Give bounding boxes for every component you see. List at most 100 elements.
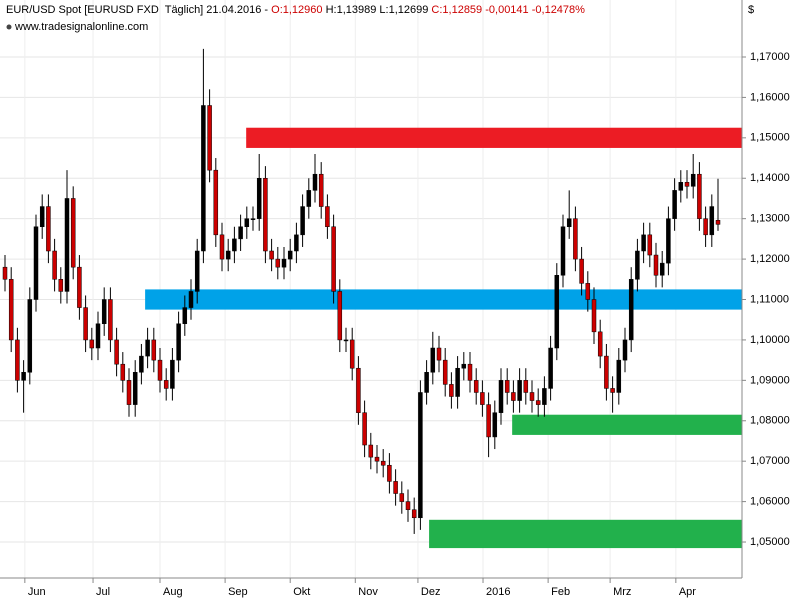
candle-body bbox=[573, 218, 578, 260]
source: www.tradesignalonline.com bbox=[14, 21, 148, 33]
candle-body bbox=[473, 380, 479, 393]
candle-body bbox=[604, 355, 609, 389]
candle-body bbox=[300, 206, 305, 236]
candle-body bbox=[635, 250, 640, 280]
source-icon bbox=[6, 24, 12, 30]
candle-body bbox=[207, 105, 212, 171]
candle-body bbox=[424, 372, 429, 393]
candle-body bbox=[362, 412, 367, 446]
candle-body bbox=[653, 254, 659, 276]
candle-body bbox=[628, 279, 634, 341]
candle-body bbox=[182, 307, 188, 325]
x-tick-label: Aug bbox=[163, 586, 183, 598]
candle-body bbox=[498, 380, 504, 413]
candle-body bbox=[703, 218, 708, 236]
candle-body bbox=[337, 291, 343, 341]
candle-body bbox=[132, 372, 138, 405]
candle-body bbox=[548, 347, 553, 389]
candle-body bbox=[294, 234, 299, 252]
candle-body bbox=[58, 279, 64, 292]
candle-body bbox=[492, 412, 498, 438]
candle-body bbox=[461, 363, 467, 369]
candle-body bbox=[349, 339, 355, 369]
currency: $ bbox=[748, 4, 754, 16]
candle-body bbox=[2, 266, 8, 280]
candle-body bbox=[368, 444, 374, 458]
candle-body bbox=[511, 392, 516, 401]
candle-body bbox=[331, 226, 336, 292]
x-tick-label: Jul bbox=[96, 586, 110, 598]
candle-body bbox=[287, 250, 293, 260]
y-tick-label: 1,12000 bbox=[750, 253, 790, 265]
candle-body bbox=[39, 206, 45, 228]
candle-body bbox=[21, 372, 26, 381]
y-tick-label: 1,08000 bbox=[750, 415, 790, 427]
candle-body bbox=[566, 218, 572, 228]
candle-body bbox=[318, 173, 324, 207]
price-zone bbox=[512, 414, 742, 435]
candle-body bbox=[157, 359, 163, 381]
y-tick-label: 1,17000 bbox=[750, 51, 790, 63]
candle-body bbox=[455, 367, 460, 397]
y-tick-label: 1,11000 bbox=[750, 293, 789, 305]
y-tick-label: 1,14000 bbox=[750, 172, 790, 184]
candle-body bbox=[411, 509, 417, 519]
candle-body bbox=[647, 234, 653, 256]
candle-body bbox=[256, 178, 262, 219]
x-tick-label: Okt bbox=[293, 586, 310, 598]
candle-body bbox=[213, 169, 219, 236]
y-tick-label: 1,05000 bbox=[750, 536, 790, 548]
price-zone bbox=[246, 127, 742, 148]
candle-body bbox=[64, 198, 70, 292]
candle-body bbox=[449, 384, 454, 397]
candle-body bbox=[486, 404, 491, 438]
candle-body bbox=[325, 206, 330, 228]
candle-body bbox=[83, 307, 88, 341]
candle-body bbox=[95, 323, 101, 349]
candle-body bbox=[641, 234, 646, 252]
candle-body bbox=[275, 258, 281, 268]
candle-body bbox=[77, 266, 82, 308]
candle-body bbox=[504, 380, 510, 393]
candle-body bbox=[579, 258, 584, 284]
quote-open: O:1,12960 bbox=[271, 4, 322, 16]
candle-body bbox=[616, 359, 622, 393]
candle-body bbox=[219, 234, 225, 260]
candle-body bbox=[480, 392, 485, 405]
candle-body bbox=[672, 190, 677, 219]
candle-body bbox=[374, 456, 380, 462]
candle-body bbox=[281, 258, 287, 268]
candle-body bbox=[709, 206, 715, 236]
candle-body bbox=[591, 299, 597, 333]
candle-body bbox=[27, 299, 33, 373]
candle-body bbox=[399, 493, 405, 502]
candle-body bbox=[666, 218, 671, 264]
y-tick-label: 1,09000 bbox=[750, 374, 790, 386]
x-tick-label: Nov bbox=[358, 586, 378, 598]
candle-body bbox=[442, 359, 448, 385]
candle-body bbox=[405, 501, 411, 510]
y-tick-label: 1,10000 bbox=[750, 334, 790, 346]
candle-body bbox=[8, 279, 14, 341]
candle-body bbox=[163, 380, 169, 389]
price-zone bbox=[429, 519, 742, 549]
candle-body bbox=[201, 105, 206, 252]
chart-title: EUR/USD Spot [EURUSD FXD Täglich] 21.04.… bbox=[6, 4, 585, 16]
candle-body bbox=[393, 481, 398, 494]
quote-high: H:1,13989 bbox=[326, 4, 377, 16]
candle-body bbox=[467, 363, 473, 381]
quote-close: C:1,12859 bbox=[431, 4, 482, 16]
quote-change-pct: -0,12478% bbox=[532, 4, 585, 16]
candle-body bbox=[560, 226, 566, 276]
x-tick-label: Sep bbox=[228, 586, 248, 598]
candle-body bbox=[170, 359, 175, 389]
candle-body bbox=[585, 283, 591, 300]
candle-body bbox=[108, 299, 113, 341]
candle-body bbox=[356, 367, 361, 413]
candle-body bbox=[430, 347, 436, 373]
candle-body bbox=[697, 173, 702, 219]
candle-body bbox=[194, 250, 200, 292]
x-tick-label: 2016 bbox=[486, 586, 510, 598]
candle-body bbox=[176, 323, 181, 361]
candle-body bbox=[52, 250, 57, 280]
